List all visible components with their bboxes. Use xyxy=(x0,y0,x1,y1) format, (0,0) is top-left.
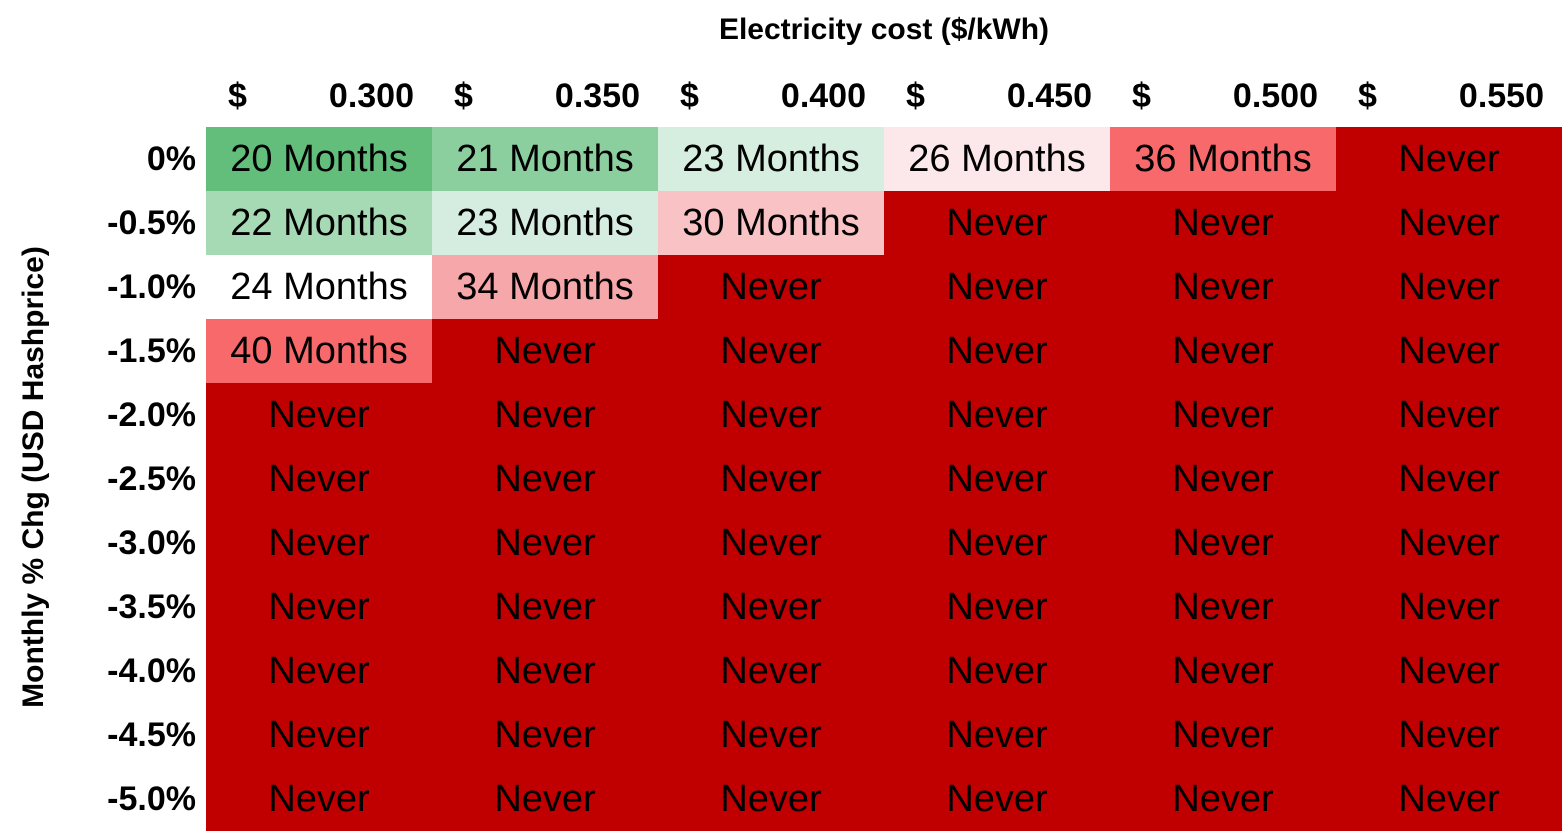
column-header-currency: $ xyxy=(680,77,699,115)
heatmap-cell: Never xyxy=(1110,447,1336,511)
heatmap-cell: Never xyxy=(884,447,1110,511)
heatmap-cell: Never xyxy=(432,511,658,575)
row-header: -0.5% xyxy=(107,204,196,242)
column-header: $0.550 xyxy=(1336,72,1562,120)
heatmap-cell: Never xyxy=(658,255,884,319)
heatmap-cell: Never xyxy=(1110,639,1336,703)
heatmap-cell: Never xyxy=(658,447,884,511)
column-header-currency: $ xyxy=(454,77,473,115)
heatmap-cell: Never xyxy=(884,255,1110,319)
column-header: $0.400 xyxy=(658,72,884,120)
heatmap-cell: Never xyxy=(206,383,432,447)
heatmap-cell: Never xyxy=(432,767,658,831)
heatmap-cell: Never xyxy=(658,639,884,703)
column-header-value: 0.550 xyxy=(1458,77,1544,115)
column-header-currency: $ xyxy=(906,77,925,115)
heatmap-cell: 24 Months xyxy=(206,255,432,319)
column-header-value: 0.300 xyxy=(328,77,414,115)
column-header-value: 0.350 xyxy=(554,77,640,115)
column-header-value: 0.500 xyxy=(1232,77,1318,115)
heatmap-cell: Never xyxy=(1110,767,1336,831)
heatmap-cell: Never xyxy=(658,319,884,383)
heatmap-cell: 36 Months xyxy=(1110,127,1336,191)
column-header: $0.350 xyxy=(432,72,658,120)
column-header-currency: $ xyxy=(1358,77,1377,115)
heatmap-cell: Never xyxy=(206,703,432,767)
heatmap-cell: Never xyxy=(658,383,884,447)
row-header: 0% xyxy=(146,140,196,178)
heatmap-cell: Never xyxy=(884,639,1110,703)
heatmap-cell: Never xyxy=(884,575,1110,639)
heatmap-cell: 30 Months xyxy=(658,191,884,255)
heatmap-cell: Never xyxy=(1110,511,1336,575)
column-header: $0.450 xyxy=(884,72,1110,120)
heatmap-cell: Never xyxy=(1336,319,1562,383)
row-header: -1.0% xyxy=(107,268,196,306)
row-header: -3.5% xyxy=(107,588,196,626)
heatmap-cell: Never xyxy=(432,447,658,511)
heatmap-cell: Never xyxy=(1336,703,1562,767)
heatmap-cell: Never xyxy=(1336,639,1562,703)
column-header-currency: $ xyxy=(1132,77,1151,115)
row-header: -4.5% xyxy=(107,716,196,754)
heatmap-cell: 20 Months xyxy=(206,127,432,191)
heatmap-cell: 26 Months xyxy=(884,127,1110,191)
heatmap-cell: Never xyxy=(884,703,1110,767)
heatmap-cell: Never xyxy=(884,383,1110,447)
heatmap-cell: Never xyxy=(432,575,658,639)
column-header-value: 0.450 xyxy=(1006,77,1092,115)
heatmap-cell: Never xyxy=(206,575,432,639)
y-axis-title: Monthly % Chg (USD Hashprice) xyxy=(17,246,50,708)
heatmap-cell: Never xyxy=(432,703,658,767)
heatmap-cell: 23 Months xyxy=(432,191,658,255)
row-header: -5.0% xyxy=(107,780,196,818)
column-header: $0.300 xyxy=(206,72,432,120)
heatmap-cell: 23 Months xyxy=(658,127,884,191)
heatmap-cell: Never xyxy=(1110,255,1336,319)
heatmap-cell: Never xyxy=(432,383,658,447)
heatmap-cell: Never xyxy=(432,319,658,383)
row-header: -2.5% xyxy=(107,460,196,498)
heatmap-cell: Never xyxy=(1336,191,1562,255)
heatmap-cell: Never xyxy=(432,639,658,703)
x-axis-title: Electricity cost ($/kWh) xyxy=(718,13,1050,46)
heatmap-cell: Never xyxy=(658,575,884,639)
heatmap-cell: Never xyxy=(1110,383,1336,447)
heatmap-cell: Never xyxy=(206,511,432,575)
column-header-currency: $ xyxy=(228,77,247,115)
heatmap-cell: Never xyxy=(1336,255,1562,319)
heatmap-cell: Never xyxy=(884,319,1110,383)
row-header: -1.5% xyxy=(107,332,196,370)
heatmap-cell: Never xyxy=(1110,319,1336,383)
heatmap-cell: Never xyxy=(884,191,1110,255)
heatmap-cell: Never xyxy=(1336,127,1562,191)
heatmap-cell: Never xyxy=(206,767,432,831)
heatmap-cell: Never xyxy=(1110,575,1336,639)
row-header: -3.0% xyxy=(107,524,196,562)
heatmap-cell: Never xyxy=(1336,447,1562,511)
heatmap-cell: Never xyxy=(658,511,884,575)
heatmap-cell: Never xyxy=(1336,511,1562,575)
heatmap-cell: Never xyxy=(206,447,432,511)
heatmap-cell: Never xyxy=(658,703,884,767)
heatmap-cell: Never xyxy=(1110,191,1336,255)
heatmap-cell: Never xyxy=(1336,383,1562,447)
heatmap-cell: Never xyxy=(206,639,432,703)
heatmap-cell: Never xyxy=(1110,703,1336,767)
heatmap-cell: 21 Months xyxy=(432,127,658,191)
column-header: $0.500 xyxy=(1110,72,1336,120)
heatmap-cell: Never xyxy=(884,511,1110,575)
column-header-value: 0.400 xyxy=(780,77,866,115)
heatmap-cell: 22 Months xyxy=(206,191,432,255)
heatmap-cell: 40 Months xyxy=(206,319,432,383)
row-header: -2.0% xyxy=(107,396,196,434)
heatmap-cell: Never xyxy=(1336,767,1562,831)
heatmap-cell: Never xyxy=(884,767,1110,831)
heatmap-cell: Never xyxy=(1336,575,1562,639)
heatmap-cell: Never xyxy=(658,767,884,831)
heatmap-cell: 34 Months xyxy=(432,255,658,319)
row-header: -4.0% xyxy=(107,652,196,690)
